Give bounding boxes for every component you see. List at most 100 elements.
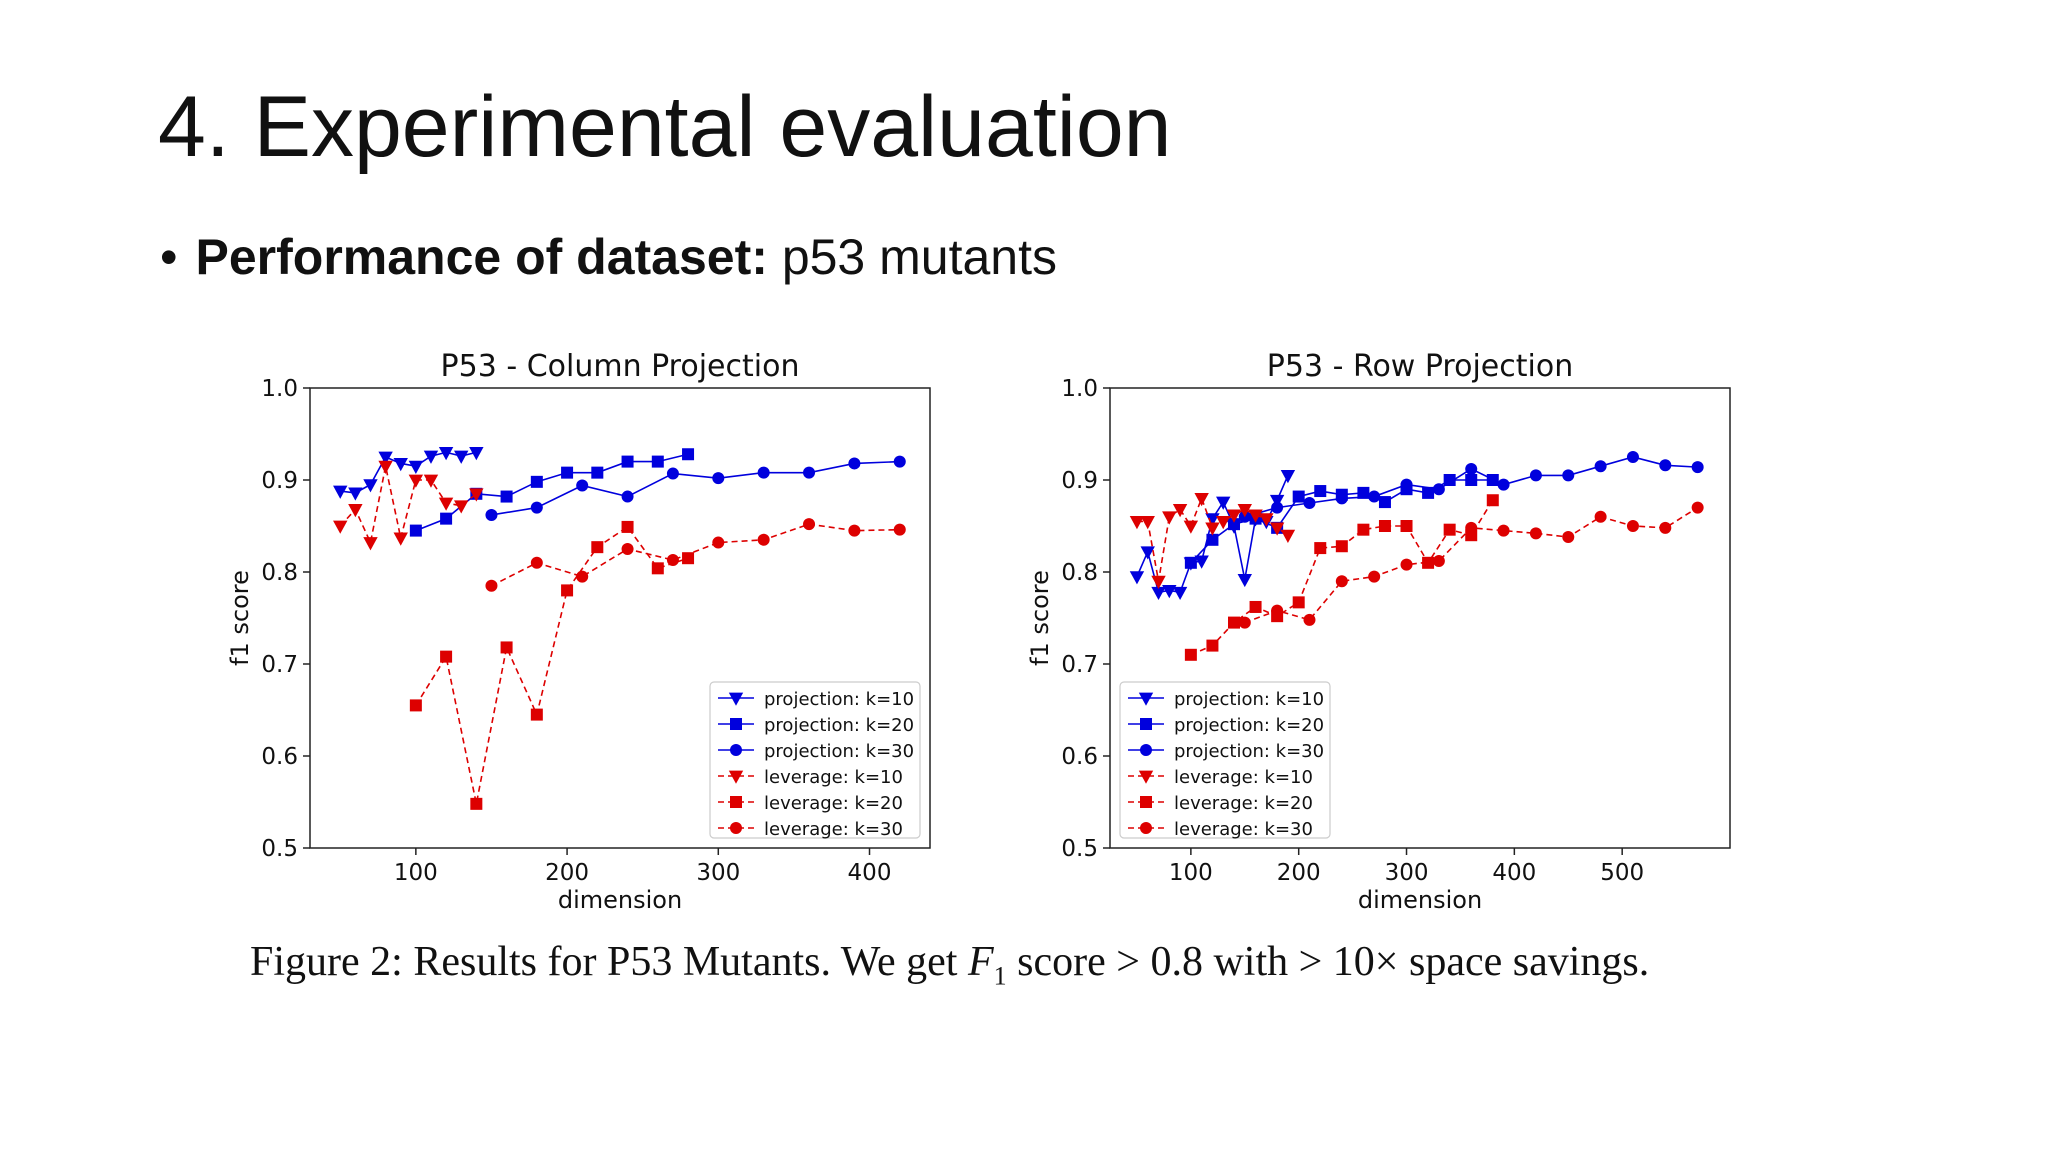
data-point bbox=[408, 460, 424, 474]
legend-marker bbox=[1140, 718, 1152, 730]
data-point bbox=[348, 487, 363, 501]
legend-label: projection: k=10 bbox=[1174, 689, 1324, 710]
series-leverage-k-10 bbox=[1129, 493, 1296, 589]
legend-marker bbox=[1138, 770, 1154, 784]
data-point bbox=[378, 451, 393, 465]
data-point bbox=[1400, 478, 1413, 491]
data-point bbox=[1292, 490, 1305, 503]
data-point bbox=[1172, 586, 1188, 601]
data-point bbox=[1626, 520, 1639, 532]
legend-label: leverage: k=30 bbox=[764, 819, 903, 840]
data-point bbox=[440, 512, 453, 525]
data-point bbox=[1162, 511, 1177, 525]
data-point bbox=[409, 524, 422, 537]
data-point bbox=[1194, 493, 1209, 507]
data-point bbox=[1184, 648, 1197, 661]
legend-frame bbox=[1119, 681, 1331, 839]
data-point bbox=[454, 500, 469, 514]
legend-marker bbox=[730, 796, 742, 808]
y-tick-label: 1.0 bbox=[261, 376, 298, 402]
series-line bbox=[491, 523, 900, 587]
data-point bbox=[1228, 616, 1240, 629]
data-point bbox=[893, 523, 906, 536]
data-point bbox=[1659, 521, 1672, 534]
x-tick-label: 500 bbox=[1600, 860, 1644, 886]
legend-marker bbox=[1140, 822, 1152, 834]
legend-marker bbox=[1138, 692, 1154, 706]
y-tick-label: 1.0 bbox=[1061, 376, 1098, 402]
data-point bbox=[1184, 556, 1197, 569]
caption-lead: Figure 2: Results for P53 Mutants. We ge… bbox=[250, 939, 958, 985]
data-point bbox=[591, 466, 604, 479]
data-point bbox=[333, 520, 348, 534]
data-point bbox=[1400, 520, 1413, 532]
plot-area-frame bbox=[1109, 387, 1731, 849]
series-leverage-k-10 bbox=[333, 460, 484, 551]
x-tick-label: 300 bbox=[696, 860, 740, 886]
y-axis-label: f1 score bbox=[226, 570, 254, 666]
data-point bbox=[500, 641, 513, 654]
data-point bbox=[1422, 556, 1435, 569]
data-point bbox=[1269, 494, 1285, 509]
data-point bbox=[1443, 523, 1456, 536]
data-point bbox=[469, 488, 484, 502]
data-point bbox=[1237, 573, 1252, 588]
data-point bbox=[1292, 596, 1305, 609]
plot-area-frame bbox=[309, 387, 931, 849]
data-point bbox=[500, 490, 513, 503]
data-point bbox=[1626, 451, 1639, 463]
data-point bbox=[1357, 523, 1370, 536]
data-point bbox=[1280, 470, 1296, 484]
data-point bbox=[1465, 474, 1478, 486]
data-point bbox=[651, 562, 664, 575]
data-point bbox=[530, 708, 543, 721]
x-tick-label: 400 bbox=[848, 860, 892, 886]
x-tick-label: 200 bbox=[1277, 860, 1321, 886]
data-point bbox=[803, 466, 816, 479]
data-point bbox=[408, 474, 424, 488]
data-point bbox=[1562, 531, 1575, 544]
series-leverage-k-30 bbox=[1238, 501, 1704, 629]
data-point bbox=[454, 450, 469, 464]
data-point bbox=[621, 543, 634, 555]
data-point bbox=[1151, 586, 1166, 601]
y-tick-label: 0.8 bbox=[1061, 560, 1098, 586]
data-point bbox=[1314, 542, 1327, 555]
data-point bbox=[1162, 585, 1177, 599]
data-point bbox=[1259, 513, 1274, 527]
data-point bbox=[469, 447, 484, 461]
legend-marker bbox=[728, 692, 744, 706]
series-line bbox=[340, 451, 477, 494]
data-point bbox=[1314, 485, 1327, 498]
data-point bbox=[1271, 604, 1284, 617]
column-projection-chart: P53 - Column Projection 0.5 0.6 0.7 0.8 0.9 1.… bbox=[226, 349, 931, 914]
data-point bbox=[1303, 497, 1316, 509]
data-point bbox=[1248, 509, 1263, 523]
data-point bbox=[1206, 533, 1219, 546]
x-tick-label: 100 bbox=[1169, 860, 1213, 886]
data-point bbox=[1691, 461, 1704, 474]
data-point bbox=[1562, 469, 1575, 482]
data-point bbox=[1183, 520, 1199, 534]
data-point bbox=[1335, 575, 1348, 588]
data-point bbox=[1303, 613, 1316, 626]
data-point bbox=[530, 501, 543, 514]
x-axis-label: dimension bbox=[1358, 886, 1482, 914]
bullet-point: • Performance of dataset: p53 mutants bbox=[160, 228, 1057, 286]
data-point bbox=[348, 504, 363, 518]
data-point bbox=[1216, 496, 1231, 510]
series-leverage-k-20 bbox=[1184, 494, 1499, 661]
y-tick-label: 0.5 bbox=[261, 836, 298, 862]
legend-label: projection: k=30 bbox=[1174, 741, 1324, 762]
data-point bbox=[530, 556, 543, 569]
data-point bbox=[1368, 570, 1381, 583]
data-point bbox=[848, 524, 861, 537]
bullet-text: p53 mutants bbox=[781, 229, 1057, 285]
data-point bbox=[621, 455, 634, 468]
bullet-bold-label: Performance of dataset: bbox=[195, 229, 768, 285]
y-tick-label: 0.7 bbox=[1061, 652, 1098, 678]
y-axis-label: f1 score bbox=[1026, 570, 1054, 666]
y-tick-label: 0.7 bbox=[261, 652, 298, 678]
series-line bbox=[415, 525, 689, 805]
data-point bbox=[561, 584, 574, 597]
